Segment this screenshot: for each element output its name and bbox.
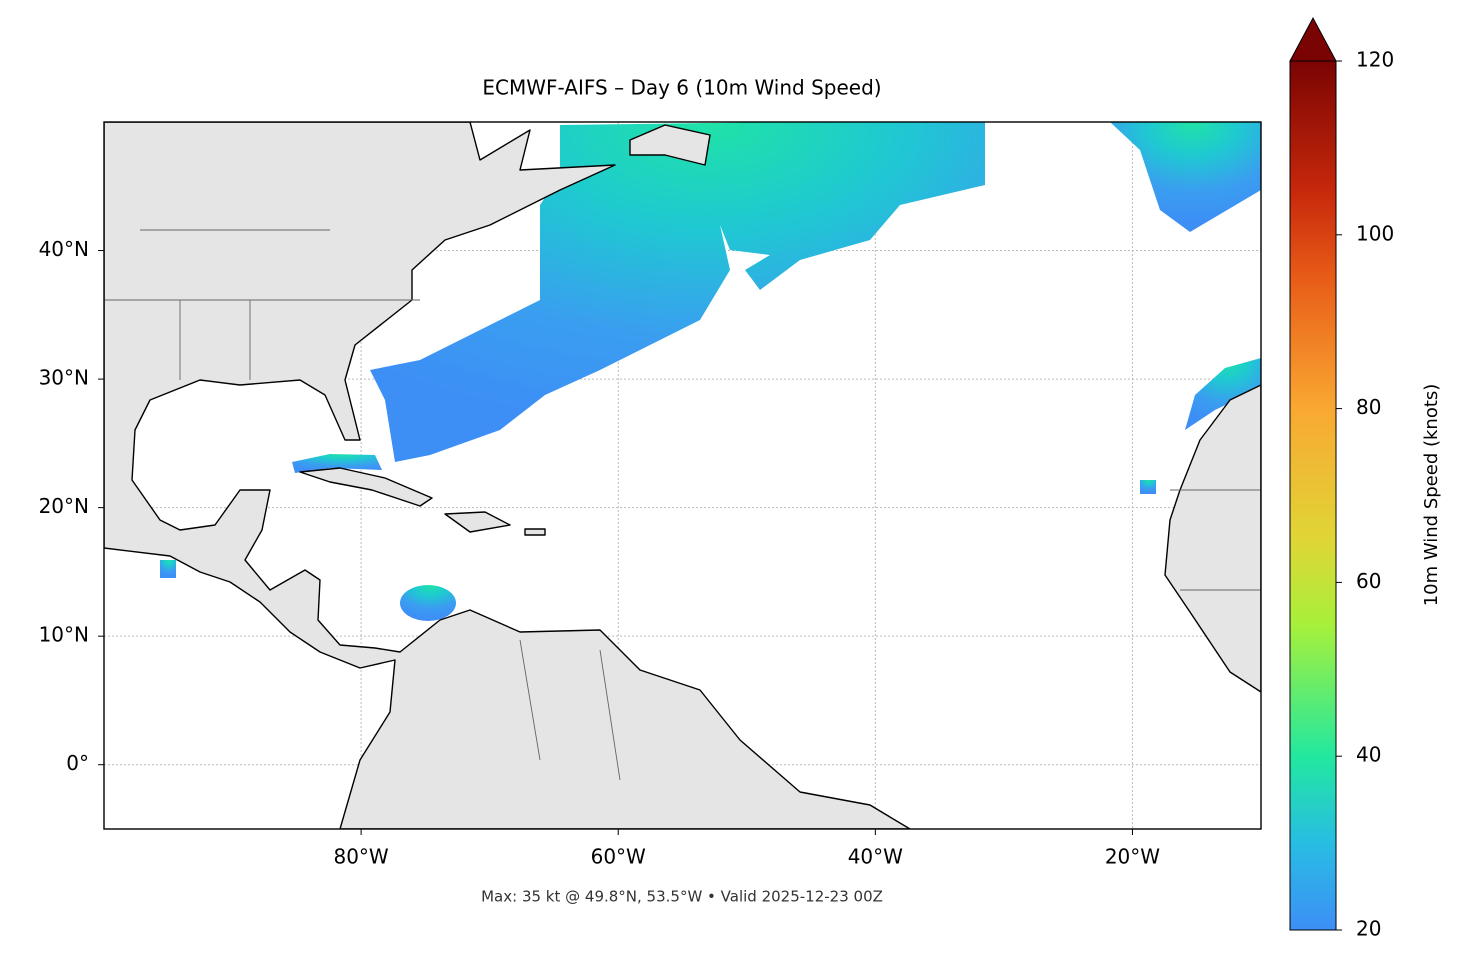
- wind-area: [1185, 358, 1261, 430]
- colorbar-tick-label: 120: [1356, 48, 1394, 72]
- colorbar-tick-label: 60: [1356, 569, 1381, 593]
- chart-title: ECMWF-AIFS – Day 6 (10m Wind Speed): [482, 76, 881, 100]
- y-tick-label: 10°N: [39, 623, 89, 647]
- colorbar: 10m Wind Speed (knots) 20 40 60 80 100 120: [1289, 16, 1442, 941]
- map-area: [104, 122, 1261, 829]
- x-tick-label: 40°W: [848, 845, 903, 869]
- colorbar-tick-label: 100: [1356, 221, 1394, 245]
- y-tick-label: 20°N: [39, 494, 89, 518]
- map-frame: [103, 121, 1262, 830]
- wind-area: [1110, 122, 1261, 232]
- africa: [1164, 384, 1261, 693]
- colorbar-tick-label: 40: [1356, 743, 1381, 767]
- x-tick-label: 60°W: [591, 845, 646, 869]
- footer-note: Max: 35 kt @ 49.8°N, 53.5°W • Valid 2025…: [481, 888, 883, 906]
- wind-area: [292, 454, 382, 473]
- colorbar-tick-label: 20: [1356, 917, 1381, 941]
- wind-area: [370, 122, 985, 462]
- x-tick-label: 20°W: [1105, 845, 1160, 869]
- y-tick-label: 30°N: [39, 366, 89, 390]
- colorbar-tick-label: 80: [1356, 395, 1381, 419]
- colorbar-extension: [1289, 16, 1337, 62]
- axes: 80°W 60°W 40°W 20°W 0° 10°N 20°N 30°N 40°N: [39, 237, 1161, 868]
- wind-area: [400, 585, 456, 621]
- wind-area: [160, 560, 176, 578]
- y-tick-label: 40°N: [39, 237, 89, 261]
- land: [104, 122, 1261, 829]
- border: [104, 229, 1261, 781]
- cuba: [299, 467, 433, 507]
- x-tick-label: 80°W: [333, 845, 388, 869]
- puerto-rico: [524, 528, 546, 536]
- colorbar-bar: [1289, 60, 1337, 931]
- americas: [104, 122, 911, 829]
- y-tick-label: 0°: [66, 751, 89, 775]
- wind-area: [1140, 480, 1156, 494]
- hispaniola: [444, 511, 511, 533]
- wind-field: [160, 122, 1261, 621]
- colorbar-label: 10m Wind Speed (knots): [1421, 384, 1442, 607]
- newfoundland: [629, 124, 711, 166]
